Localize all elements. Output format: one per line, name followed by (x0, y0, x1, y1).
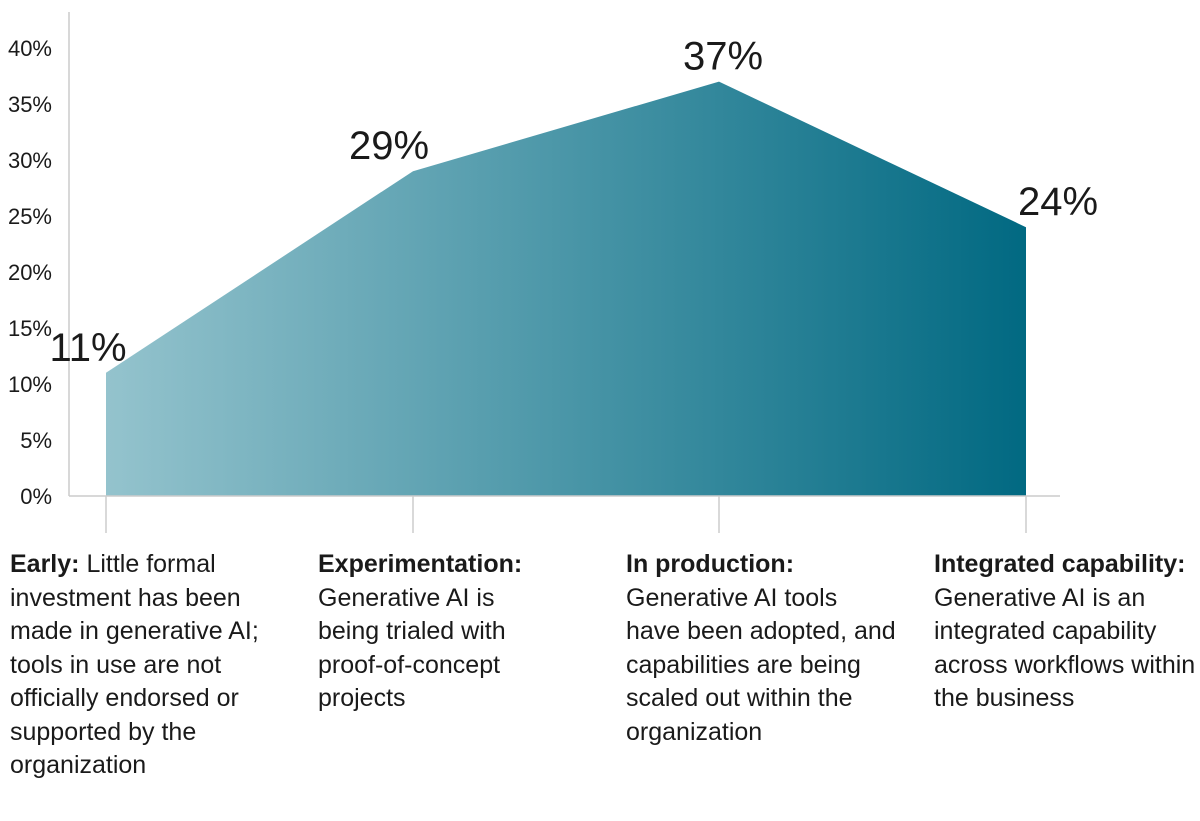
y-tick-label: 5% (20, 428, 52, 453)
area-chart: 0% 5% 10% 15% 20% 25% 30% 35% 40% 11% 29% 37% 24% (8, 12, 1098, 533)
y-tick-label: 30% (8, 148, 52, 173)
category-in-production: In production: Generative AI tools have … (626, 548, 896, 749)
category-title: Experimentation: (318, 550, 523, 578)
category-description: Little formal investment has been made i… (10, 550, 259, 779)
category-description: Generative AI is being trialed with proo… (318, 583, 506, 713)
y-tick-label: 25% (8, 204, 52, 229)
category-title: Integrated capability: (934, 550, 1186, 578)
y-tick-label: 35% (8, 92, 52, 117)
y-tick-label: 0% (20, 484, 52, 509)
area-series (106, 81, 1026, 496)
category-description: Generative AI tools have been adopted, a… (626, 583, 896, 746)
category-early: Early: Little formal investment has been… (10, 548, 290, 783)
data-label: 29% (349, 124, 429, 168)
y-tick-label: 10% (8, 372, 52, 397)
y-tick-label: 15% (8, 316, 52, 341)
category-title: In production: (626, 550, 795, 578)
category-description: Generative AI is an integrated capabilit… (934, 583, 1196, 713)
category-integrated-capability: Integrated capability: Generative AI is … (934, 548, 1196, 716)
data-label: 24% (1018, 180, 1098, 224)
y-tick-label: 20% (8, 260, 52, 285)
category-title: Early: (10, 550, 80, 578)
data-label: 11% (49, 326, 126, 370)
data-label: 37% (683, 35, 763, 79)
y-tick-label: 40% (8, 36, 52, 61)
category-experimentation: Experimentation: Generative AI is being … (318, 548, 558, 716)
